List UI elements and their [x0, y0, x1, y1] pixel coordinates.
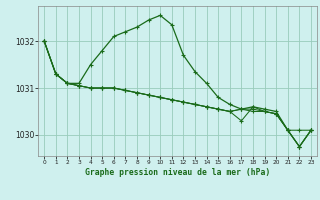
X-axis label: Graphe pression niveau de la mer (hPa): Graphe pression niveau de la mer (hPa)	[85, 168, 270, 177]
